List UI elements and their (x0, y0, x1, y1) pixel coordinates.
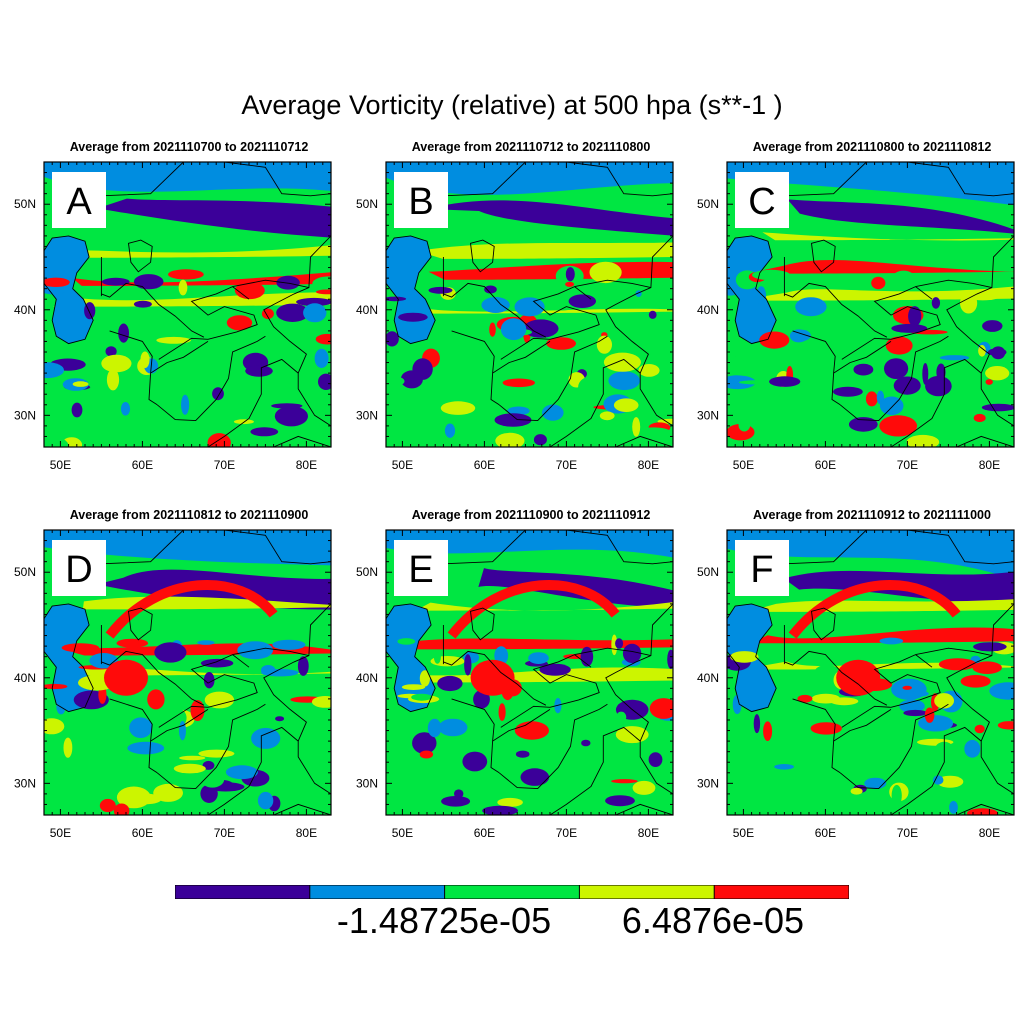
x-tick-label: 50E (733, 458, 754, 472)
y-tick-label: 40N (14, 671, 36, 685)
colorbar-segment (579, 885, 715, 899)
colorbar-segment (444, 885, 580, 899)
x-tick-label: 50E (392, 458, 413, 472)
y-tick-label: 30N (697, 776, 719, 790)
vorticity-field (727, 530, 1014, 815)
colorbar-segment (175, 885, 311, 899)
panel-subtitle: Average from 2021110812 to 2021110900 (69, 508, 309, 522)
panel-label: E (408, 549, 433, 591)
x-tick-label: 50E (50, 458, 71, 472)
x-tick-label: 70E (214, 458, 235, 472)
colorbar-segment (309, 885, 446, 899)
y-tick-label: 30N (14, 776, 36, 790)
y-tick-label: 40N (697, 671, 719, 685)
y-tick-label: 40N (14, 303, 36, 317)
vorticity-field (386, 162, 673, 447)
y-tick-label: 30N (356, 408, 378, 422)
vorticity-field (727, 162, 1014, 447)
panel-subtitle: Average from 2021110700 to 2021110712 (69, 140, 309, 154)
y-tick-label: 50N (697, 197, 719, 211)
x-tick-label: 50E (50, 826, 71, 840)
y-tick-label: 30N (697, 408, 719, 422)
vorticity-map: 50E 60E 70E 80E 30N 40N 50N F (697, 529, 1015, 840)
x-tick-label: 70E (897, 826, 918, 840)
x-tick-label: 60E (815, 826, 836, 840)
x-tick-label: 70E (214, 826, 235, 840)
colorbar-label-high: 6.4876e-05 (621, 900, 805, 941)
panel-badge (394, 172, 448, 228)
chart-title: Average Vorticity (relative) at 500 hpa … (241, 90, 783, 120)
vorticity-map: 50E 60E 70E 80E 30N 40N 50N A (14, 161, 332, 472)
vorticity-field (44, 162, 331, 447)
x-tick-label: 60E (132, 458, 153, 472)
x-tick-label: 80E (296, 458, 317, 472)
x-tick-label: 70E (556, 826, 577, 840)
y-tick-label: 40N (356, 671, 378, 685)
vorticity-map: 50E 60E 70E 80E 30N 40N 50N C (697, 161, 1015, 472)
x-tick-label: 80E (979, 826, 1000, 840)
y-tick-label: 40N (697, 303, 719, 317)
x-tick-label: 60E (815, 458, 836, 472)
panel-label: C (748, 181, 775, 223)
panel-label: A (66, 181, 92, 223)
map-frame (726, 529, 1015, 816)
y-tick-label: 40N (356, 303, 378, 317)
map-frame (726, 161, 1015, 448)
panel-label: B (408, 181, 433, 223)
vorticity-map: 50E 60E 70E 80E 30N 40N 50N E (356, 529, 674, 840)
panel-subtitle: Average from 2021110900 to 2021110912 (411, 508, 651, 522)
map-panel-c: Average from 2021110800 to 2021110812 50E… (697, 140, 1015, 472)
y-tick-label: 50N (697, 565, 719, 579)
x-tick-label: 60E (474, 458, 495, 472)
y-tick-label: 50N (14, 197, 36, 211)
colorbar (175, 885, 849, 899)
map-frame (43, 529, 332, 816)
panel-label: F (750, 549, 773, 591)
x-tick-label: 60E (132, 826, 153, 840)
x-tick-label: 60E (474, 826, 495, 840)
colorbar-label-low: -1.48725e-05 (336, 900, 552, 941)
map-frame (43, 161, 332, 448)
x-tick-label: 50E (392, 826, 413, 840)
panel-subtitle: Average from 2021110712 to 2021110800 (411, 140, 651, 154)
panel-badge (52, 172, 106, 228)
x-tick-label: 80E (296, 826, 317, 840)
panel-subtitle: Average from 2021110800 to 2021110812 (752, 140, 992, 154)
x-tick-label: 50E (733, 826, 754, 840)
x-tick-label: 70E (897, 458, 918, 472)
x-tick-label: 70E (556, 458, 577, 472)
y-tick-label: 50N (356, 197, 378, 211)
y-tick-label: 30N (356, 776, 378, 790)
vorticity-map: 50E 60E 70E 80E 30N 40N 50N B (356, 161, 674, 472)
panel-badge (735, 172, 789, 228)
map-panel-b: Average from 2021110712 to 2021110800 50E… (356, 140, 674, 472)
vorticity-field (386, 530, 673, 815)
map-panel-d: Average from 2021110812 to 2021110900 50E… (14, 508, 332, 840)
panel-badge (735, 540, 789, 596)
y-tick-label: 50N (356, 565, 378, 579)
x-tick-label: 80E (638, 826, 659, 840)
panel-label: D (65, 549, 92, 591)
y-tick-label: 50N (14, 565, 36, 579)
panel-subtitle: Average from 2021110912 to 2021111000 (753, 508, 991, 522)
x-tick-label: 80E (979, 458, 1000, 472)
map-panel-f: Average from 2021110912 to 2021111000 50E… (697, 508, 1015, 840)
map-frame (385, 529, 674, 816)
map-frame (385, 161, 674, 448)
vorticity-map: 50E 60E 70E 80E 30N 40N 50N D (14, 529, 332, 840)
x-tick-label: 80E (638, 458, 659, 472)
y-tick-label: 30N (14, 408, 36, 422)
panel-badge (394, 540, 448, 596)
colorbar-segment (714, 885, 849, 899)
panel-badge (52, 540, 106, 596)
map-panel-a: Average from 2021110700 to 2021110712 50E… (14, 140, 332, 472)
map-panel-e: Average from 2021110900 to 2021110912 50E… (356, 508, 674, 840)
